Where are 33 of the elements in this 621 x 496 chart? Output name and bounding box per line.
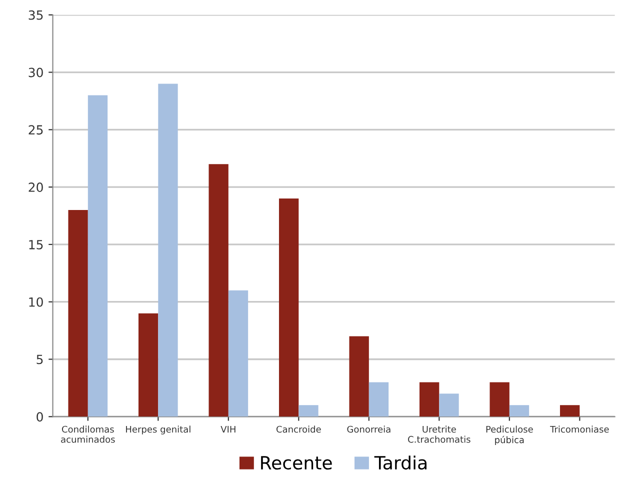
y-tick-label: 20 bbox=[28, 182, 43, 192]
x-tick-label: Pediculose púbica bbox=[486, 426, 533, 445]
legend-label: Recente bbox=[261, 456, 332, 470]
bar bbox=[490, 382, 510, 417]
bar bbox=[138, 313, 158, 417]
bar bbox=[298, 405, 318, 417]
x-tick-label: Gonorreia bbox=[347, 426, 390, 433]
bar bbox=[419, 382, 440, 417]
bar bbox=[228, 290, 248, 417]
x-tick-label: Tricomoniase bbox=[550, 426, 609, 433]
bar bbox=[158, 84, 178, 417]
bar bbox=[278, 198, 299, 417]
x-tick-label: Condilomas acuminados bbox=[61, 426, 115, 443]
y-tick-label: 10 bbox=[29, 297, 43, 307]
bar bbox=[349, 336, 369, 417]
legend-label: Tardia bbox=[374, 456, 426, 470]
x-tick-label: Uretrite C.trachomatis bbox=[408, 426, 470, 443]
bar bbox=[560, 405, 580, 417]
bar bbox=[509, 405, 530, 417]
y-tick-label: 35 bbox=[28, 10, 43, 20]
bar bbox=[439, 394, 459, 417]
x-tick-label: Cancroide bbox=[276, 426, 321, 433]
x-tick-label: Herpes genital bbox=[126, 426, 190, 434]
y-tick-label: 5 bbox=[36, 354, 43, 364]
y-tick-label: 25 bbox=[28, 125, 43, 135]
bar bbox=[88, 95, 108, 417]
y-tick-label: 30 bbox=[28, 68, 43, 78]
y-tick-label: 0 bbox=[36, 412, 43, 422]
bar bbox=[368, 382, 389, 417]
x-tick-label: VIH bbox=[220, 426, 236, 433]
bar bbox=[208, 164, 228, 417]
bar bbox=[68, 210, 88, 417]
y-tick-label: 15 bbox=[29, 240, 43, 250]
